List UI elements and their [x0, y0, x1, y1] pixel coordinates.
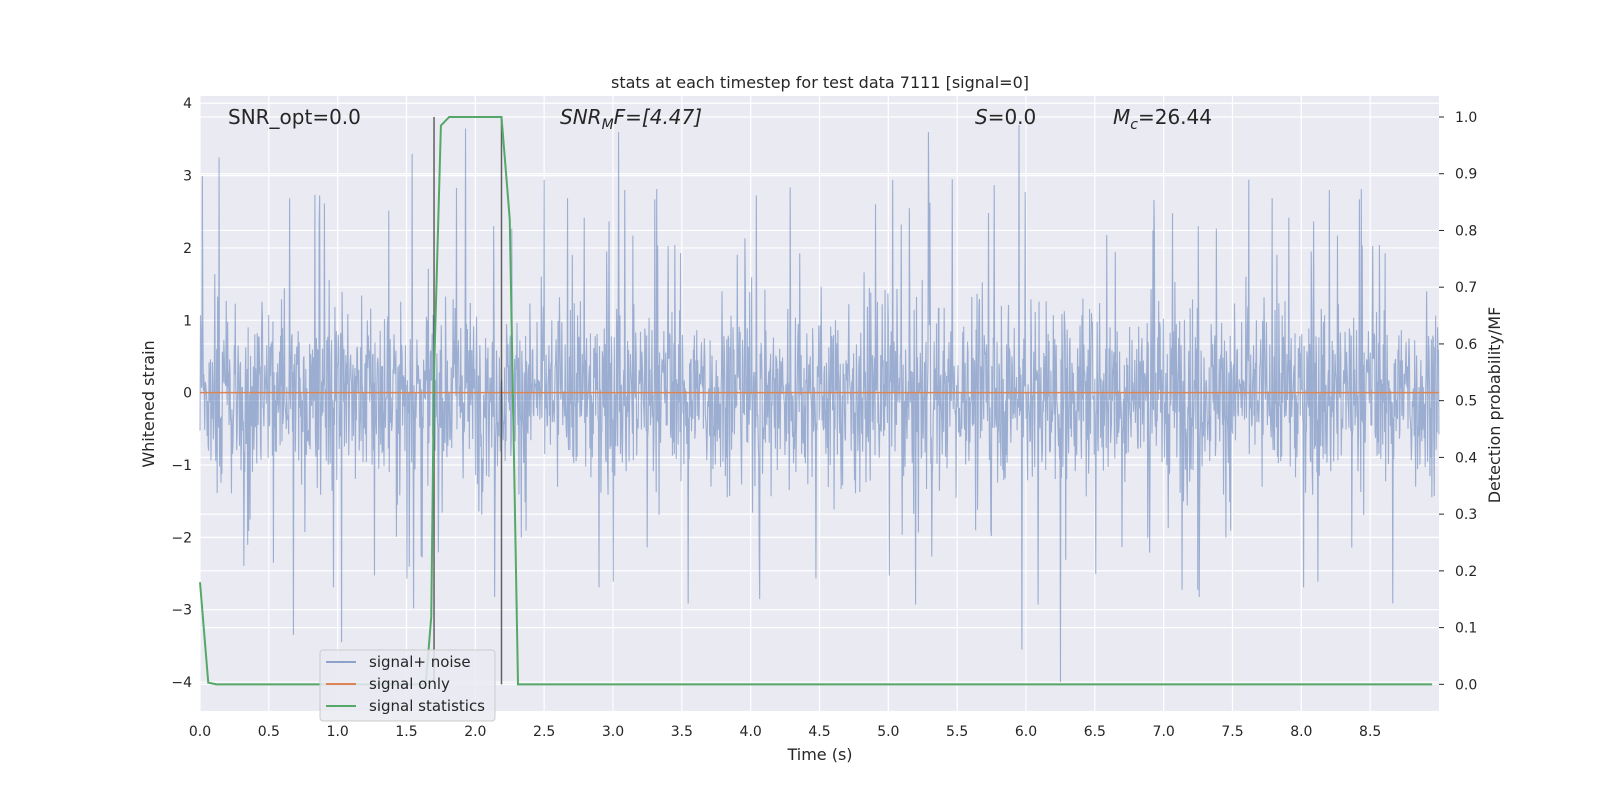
y2-tick-label: 0.8: [1455, 223, 1477, 239]
annotation-mc-sub: c: [1130, 117, 1138, 133]
legend-label-signal-plus-noise: signal+ noise: [369, 653, 471, 671]
y2-tick-label: 0.5: [1455, 394, 1477, 410]
annotation-s-main: S: [975, 105, 988, 129]
y2-tick-label: 0.7: [1455, 280, 1477, 296]
y-tick-label: −4: [171, 675, 192, 691]
signal-statistics-series: [199, 115, 1433, 686]
annotation-snr-mf-sub: M: [602, 117, 614, 133]
signal-statistics-line: [199, 115, 1433, 686]
y-tick-label: −1: [171, 458, 192, 474]
x-tick-label: 3.0: [602, 724, 624, 740]
y2-tick-label: 0.1: [1455, 621, 1477, 637]
x-axis-label: Time (s): [786, 745, 852, 764]
y-axis-ticks: 4 3 2 1 0 −1 −2 −3 −4: [171, 96, 192, 691]
y2-tick-label: 0.3: [1455, 507, 1477, 523]
y-tick-label: 0: [183, 386, 192, 402]
y2-tick-label: 0.9: [1455, 167, 1477, 183]
x-axis-ticks: 0.0 0.5 1.0 1.5 2.0 2.5 3.0 3.5 4.0 4.5 5.0 5.5 6.0 6…: [189, 724, 1381, 740]
y-tick-label: −2: [171, 530, 192, 546]
annotation-mc-tail: =26.44: [1138, 105, 1212, 129]
signal-plus-noise-series: [199, 124, 1440, 683]
y2-tick-label: 0.4: [1455, 450, 1477, 466]
x-tick-label: 4.5: [808, 724, 830, 740]
signal-plus-noise-line: [199, 124, 1440, 683]
y-tick-label: 2: [183, 241, 192, 257]
y2-tick-label: 0.2: [1455, 564, 1477, 580]
y-axis-label: Whitened strain: [139, 340, 158, 467]
annotation-s: S=0.0: [975, 105, 1036, 129]
annotation-s-tail: =0.0: [988, 105, 1037, 129]
chart-title: stats at each timestep for test data 711…: [611, 73, 1029, 92]
x-tick-label: 1.0: [327, 724, 349, 740]
annotation-snr-opt: SNR_opt=0.0: [228, 105, 361, 129]
legend-label-signal-only: signal only: [369, 675, 450, 693]
x-tick-label: 6.5: [1084, 724, 1106, 740]
y-tick-label: 4: [183, 96, 192, 112]
x-tick-label: 6.0: [1015, 724, 1037, 740]
y2-axis-ticks: 1.0 0.9 0.8 0.7 0.6 0.5 0.4 0.3 0.2 0.1 0.0: [1439, 110, 1477, 693]
x-tick-label: 0.0: [189, 724, 211, 740]
legend-box: [319, 649, 496, 722]
annotation-mc: Mc=26.44: [1113, 105, 1212, 133]
x-tick-label: 2.5: [533, 724, 555, 740]
annotation-snr-mf: SNRMF=[4.47]: [560, 105, 702, 133]
y2-tick-label: 0.0: [1455, 677, 1477, 693]
y-tick-label: 1: [183, 313, 192, 329]
y2-tick-label: 1.0: [1455, 110, 1477, 126]
x-tick-label: 5.0: [877, 724, 899, 740]
annotation-snr-mf-tail: F=[4.47]: [614, 105, 702, 129]
y-tick-label: −3: [171, 603, 192, 619]
x-tick-label: 2.0: [464, 724, 486, 740]
x-tick-label: 8.5: [1359, 724, 1381, 740]
x-tick-label: 7.0: [1153, 724, 1175, 740]
annotation-mc-main: M: [1113, 105, 1130, 129]
legend: signal+ noise signal only signal statist…: [319, 649, 496, 722]
x-tick-label: 0.5: [258, 724, 280, 740]
annotation-snr-mf-main: SNR: [560, 105, 602, 129]
x-tick-label: 5.5: [946, 724, 968, 740]
x-tick-label: 4.0: [740, 724, 762, 740]
x-tick-label: 1.5: [395, 724, 417, 740]
x-tick-label: 8.0: [1290, 724, 1312, 740]
y-tick-label: 3: [183, 169, 192, 185]
x-tick-label: 7.5: [1221, 724, 1243, 740]
legend-label-signal-statistics: signal statistics: [369, 697, 485, 715]
y2-tick-label: 0.6: [1455, 337, 1477, 353]
y2-axis-label: Detection probability/MF: [1485, 307, 1504, 504]
x-tick-label: 3.5: [671, 724, 693, 740]
